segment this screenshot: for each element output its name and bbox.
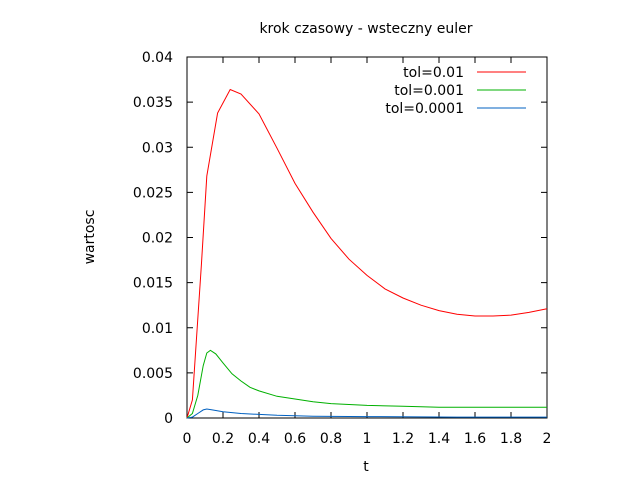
series-line-3 [186, 408, 547, 419]
x-tick-label: 0 [183, 431, 192, 447]
y-axis-label: wartosc [82, 210, 98, 265]
chart-title: krok czasowy - wsteczny euler [259, 21, 472, 37]
x-tick-label: 0.6 [284, 431, 306, 447]
y-tick-label: 0.03 [142, 140, 173, 156]
x-tick-label: 1.6 [464, 431, 486, 447]
plot-area: 0 0.2 0.4 0.6 0.8 1 1.2 1.4 1.6 1.8 2 0 0.005 0.01 0.0… [133, 50, 552, 447]
y-tick-label: 0.025 [133, 185, 173, 201]
x-tick-label: 0.8 [320, 431, 342, 447]
y-tick-label: 0.015 [133, 276, 173, 292]
y-tick-label: 0.005 [133, 366, 173, 382]
x-tick-label: 2 [543, 431, 552, 447]
y-tick-label: 0.04 [142, 50, 173, 66]
y-tick-label: 0.01 [142, 321, 173, 337]
legend-label-2: tol=0.001 [394, 83, 464, 99]
y-tick-label: 0.035 [133, 95, 173, 111]
series-line-2 [186, 349, 547, 419]
plot-frame [186, 56, 548, 419]
legend-label-1: tol=0.01 [403, 65, 464, 81]
x-tick-label: 1.2 [392, 431, 414, 447]
x-axis-label: t [363, 459, 369, 475]
x-tick-label: 1.4 [428, 431, 450, 447]
y-tick-label: 0 [164, 411, 173, 427]
x-tick-label: 0.4 [248, 431, 270, 447]
x-tick-label: 1 [363, 431, 372, 447]
x-tick-label: 0.2 [212, 431, 234, 447]
legend-label-3: tol=0.0001 [385, 101, 464, 117]
series-line-1 [186, 88, 548, 419]
legend: tol=0.01 tol=0.001 tol=0.0001 [385, 65, 526, 117]
y-tick-label: 0.02 [142, 231, 173, 247]
x-tick-label: 1.8 [500, 431, 522, 447]
